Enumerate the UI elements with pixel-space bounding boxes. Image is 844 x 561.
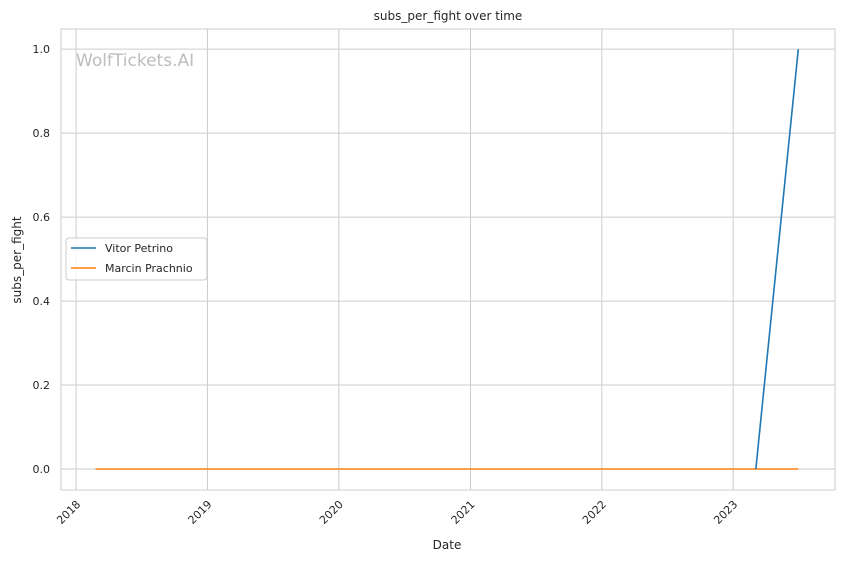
legend-label-vitor-petrino: Vitor Petrino [105,242,173,255]
x-tick-label: 2022 [580,498,609,527]
x-tick-label: 2019 [186,498,215,527]
watermark: WolfTickets.AI [76,51,194,71]
legend-box [65,237,208,281]
x-tick-label: 2021 [449,498,478,527]
y-axis-label: subs_per_fight [10,216,24,303]
legend: Vitor Petrino Marcin Prachnio [65,237,208,281]
series-lines [95,49,800,470]
series-line-vitor-petrino [755,49,800,470]
y-tick-label: 0.8 [33,127,51,140]
y-tick-label: 1.0 [33,43,51,56]
y-tick-label: 0.6 [33,211,51,224]
x-axis-label: Date [433,538,462,552]
chart-title: subs_per_fight over time [374,9,523,23]
x-tick-label: 2018 [54,498,83,527]
y-tick-label: 0.2 [33,379,51,392]
legend-label-marcin-prachnio: Marcin Prachnio [105,262,193,275]
x-tick-label: 2023 [711,498,740,527]
y-tick-label: 0.0 [33,463,51,476]
y-tick-label: 0.4 [33,295,51,308]
x-tick-label: 2020 [317,498,346,527]
